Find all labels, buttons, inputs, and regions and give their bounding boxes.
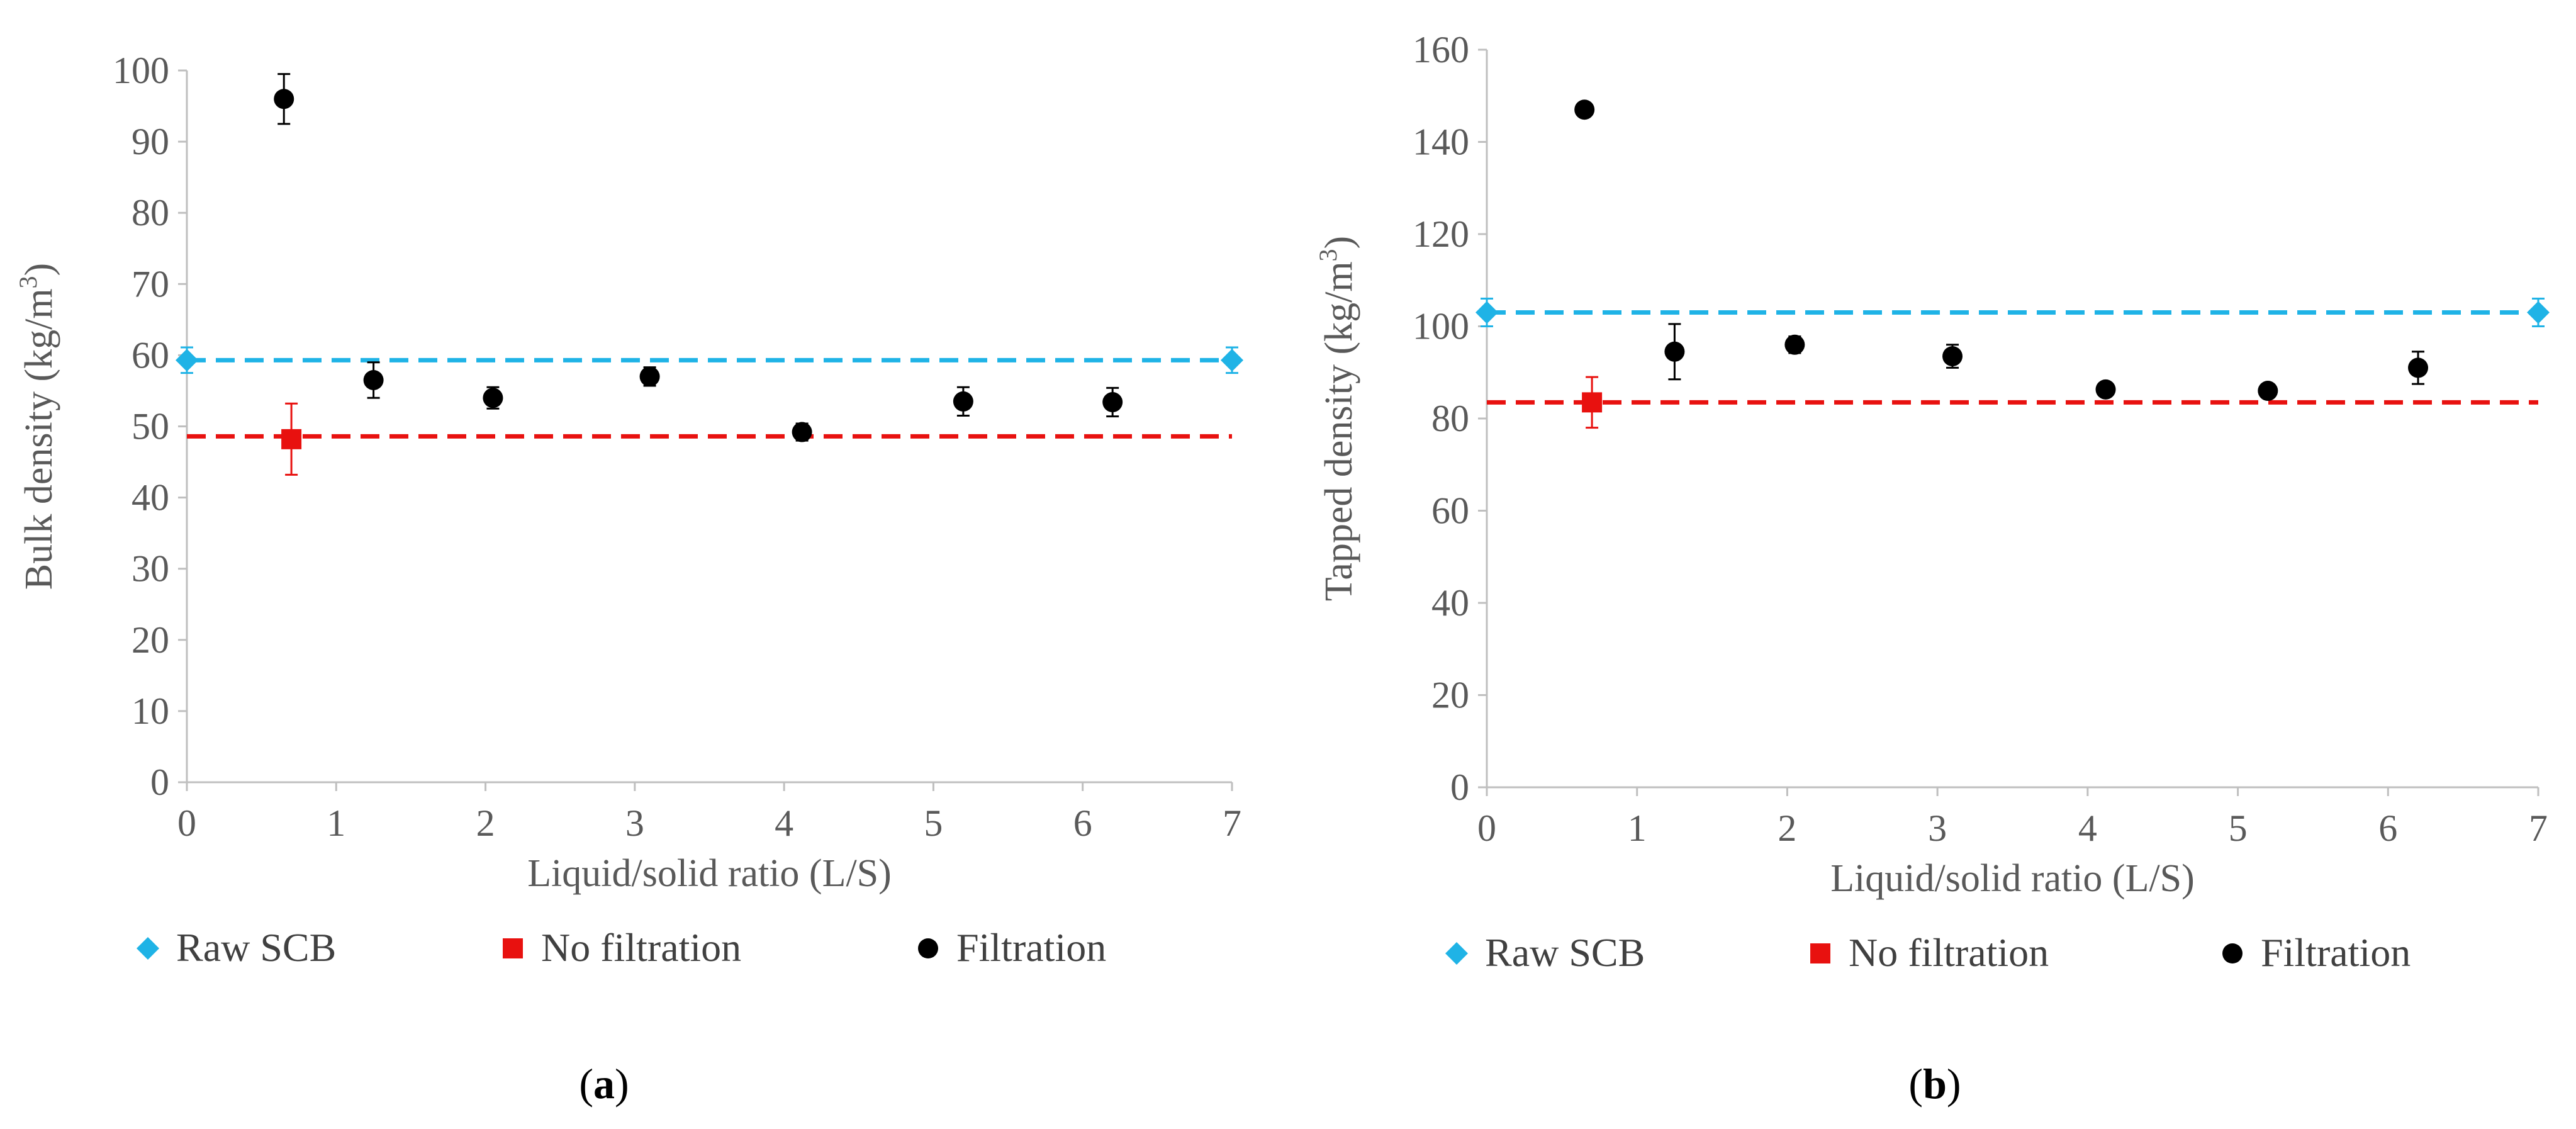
y-tick-label: 90 bbox=[132, 121, 169, 162]
data-point bbox=[274, 89, 294, 110]
legend-entry: Raw SCB bbox=[137, 925, 336, 970]
data-point bbox=[639, 366, 660, 387]
y-tick-label: 20 bbox=[1431, 675, 1469, 716]
x-axis-title: Liquid/solid ratio (L/S) bbox=[527, 852, 892, 895]
series-filtration bbox=[274, 73, 1123, 442]
data-point bbox=[363, 369, 384, 390]
data-point bbox=[1784, 334, 1805, 355]
legend-label: Filtration bbox=[2261, 930, 2411, 975]
legend-label: No filtration bbox=[1849, 930, 2049, 975]
x-tick-label: 6 bbox=[1073, 802, 1092, 844]
legend-label: Filtration bbox=[956, 925, 1106, 970]
legend-entry: Filtration bbox=[918, 925, 1106, 970]
data-point bbox=[1221, 349, 1243, 372]
x-tick-label: 1 bbox=[327, 802, 345, 844]
legend-label: No filtration bbox=[541, 925, 741, 970]
data-point bbox=[2095, 379, 2116, 400]
x-axis-title: Liquid/solid ratio (L/S) bbox=[1830, 857, 2195, 900]
y-tick-label: 100 bbox=[113, 50, 169, 91]
y-tick-label: 50 bbox=[132, 406, 169, 447]
legend-marker bbox=[2222, 943, 2243, 963]
chart-panel-b: 0 20 40 60 80 100 120 140 160 0 1 2 3 4 5 6 7 Liquid/soli… bbox=[1314, 29, 2550, 1108]
y-tick-label: 60 bbox=[132, 334, 169, 376]
x-tick-label: 7 bbox=[2529, 807, 2548, 849]
data-point bbox=[2258, 381, 2278, 402]
x-tick-label: 3 bbox=[1928, 807, 1947, 849]
x-tick-label: 3 bbox=[625, 802, 644, 844]
series-raw-scb bbox=[176, 346, 1243, 374]
data-point bbox=[2408, 357, 2429, 378]
x-tick-label: 6 bbox=[2378, 807, 2397, 849]
x-tick-label: 0 bbox=[1477, 807, 1496, 849]
legend-marker bbox=[1810, 943, 1830, 963]
x-tick-label: 5 bbox=[2229, 807, 2248, 849]
y-tick-label: 120 bbox=[1413, 213, 1469, 255]
legend-label: Raw SCB bbox=[176, 925, 336, 970]
data-point bbox=[483, 388, 503, 408]
series-no-filtration bbox=[1487, 376, 2538, 429]
y-tick-label: 60 bbox=[1431, 490, 1469, 532]
y-axis-title: Bulk density (kg/m3) bbox=[14, 263, 60, 590]
legend-entry: Filtration bbox=[2222, 930, 2411, 975]
y-axis-title: Tapped density (kg/m3) bbox=[1314, 236, 1360, 601]
data-point bbox=[1102, 392, 1123, 413]
panel-label: (a) bbox=[579, 1060, 629, 1108]
data-point bbox=[2527, 301, 2550, 324]
series-filtration bbox=[1574, 99, 2429, 402]
x-tick-label: 0 bbox=[177, 802, 196, 844]
y-tick-label: 70 bbox=[132, 263, 169, 305]
y-tick-label: 140 bbox=[1413, 121, 1469, 163]
legend-marker bbox=[1445, 942, 1468, 965]
data-point bbox=[1476, 301, 1498, 324]
panel-label: (b) bbox=[1908, 1060, 1961, 1108]
y-tick-label: 40 bbox=[132, 477, 169, 519]
y-tick-label: 30 bbox=[132, 548, 169, 590]
legend-marker bbox=[503, 938, 523, 958]
data-point bbox=[281, 429, 302, 449]
chart-panel-a: 0 10 20 30 40 50 60 70 80 90 100 0 1 2 3 4 5 6 7 Liquid/sol… bbox=[14, 50, 1243, 1108]
legend-entry: No filtration bbox=[1810, 930, 2049, 975]
x-tick-label: 1 bbox=[1628, 807, 1647, 849]
y-tick-label: 0 bbox=[1450, 767, 1469, 808]
series-no-filtration bbox=[187, 402, 1232, 476]
x-tick-label: 4 bbox=[775, 802, 793, 844]
legend-marker bbox=[918, 938, 938, 958]
y-tick-label: 160 bbox=[1413, 29, 1469, 70]
legend-entry: Raw SCB bbox=[1445, 930, 1645, 975]
y-tick-label: 20 bbox=[132, 619, 169, 661]
x-tick-label: 7 bbox=[1223, 802, 1241, 844]
data-point bbox=[953, 391, 973, 412]
data-point bbox=[1664, 341, 1685, 362]
x-tick-label: 5 bbox=[924, 802, 943, 844]
data-point bbox=[176, 349, 198, 372]
y-tick-label: 0 bbox=[150, 761, 169, 803]
data-point bbox=[1942, 346, 1963, 367]
legend-marker bbox=[137, 937, 159, 960]
legend-label: Raw SCB bbox=[1485, 930, 1645, 975]
series-raw-scb bbox=[1476, 298, 2550, 327]
data-point bbox=[792, 422, 812, 442]
y-tick-label: 100 bbox=[1413, 306, 1469, 347]
y-tick-label: 80 bbox=[132, 192, 169, 233]
y-tick-label: 10 bbox=[132, 690, 169, 732]
data-point bbox=[1582, 392, 1603, 413]
x-tick-label: 2 bbox=[476, 802, 495, 844]
y-tick-label: 40 bbox=[1431, 582, 1469, 624]
data-point bbox=[1574, 99, 1595, 120]
x-tick-label: 2 bbox=[1778, 807, 1796, 849]
y-tick-label: 80 bbox=[1431, 398, 1469, 439]
x-tick-label: 4 bbox=[2078, 807, 2097, 849]
legend-entry: No filtration bbox=[503, 925, 741, 970]
